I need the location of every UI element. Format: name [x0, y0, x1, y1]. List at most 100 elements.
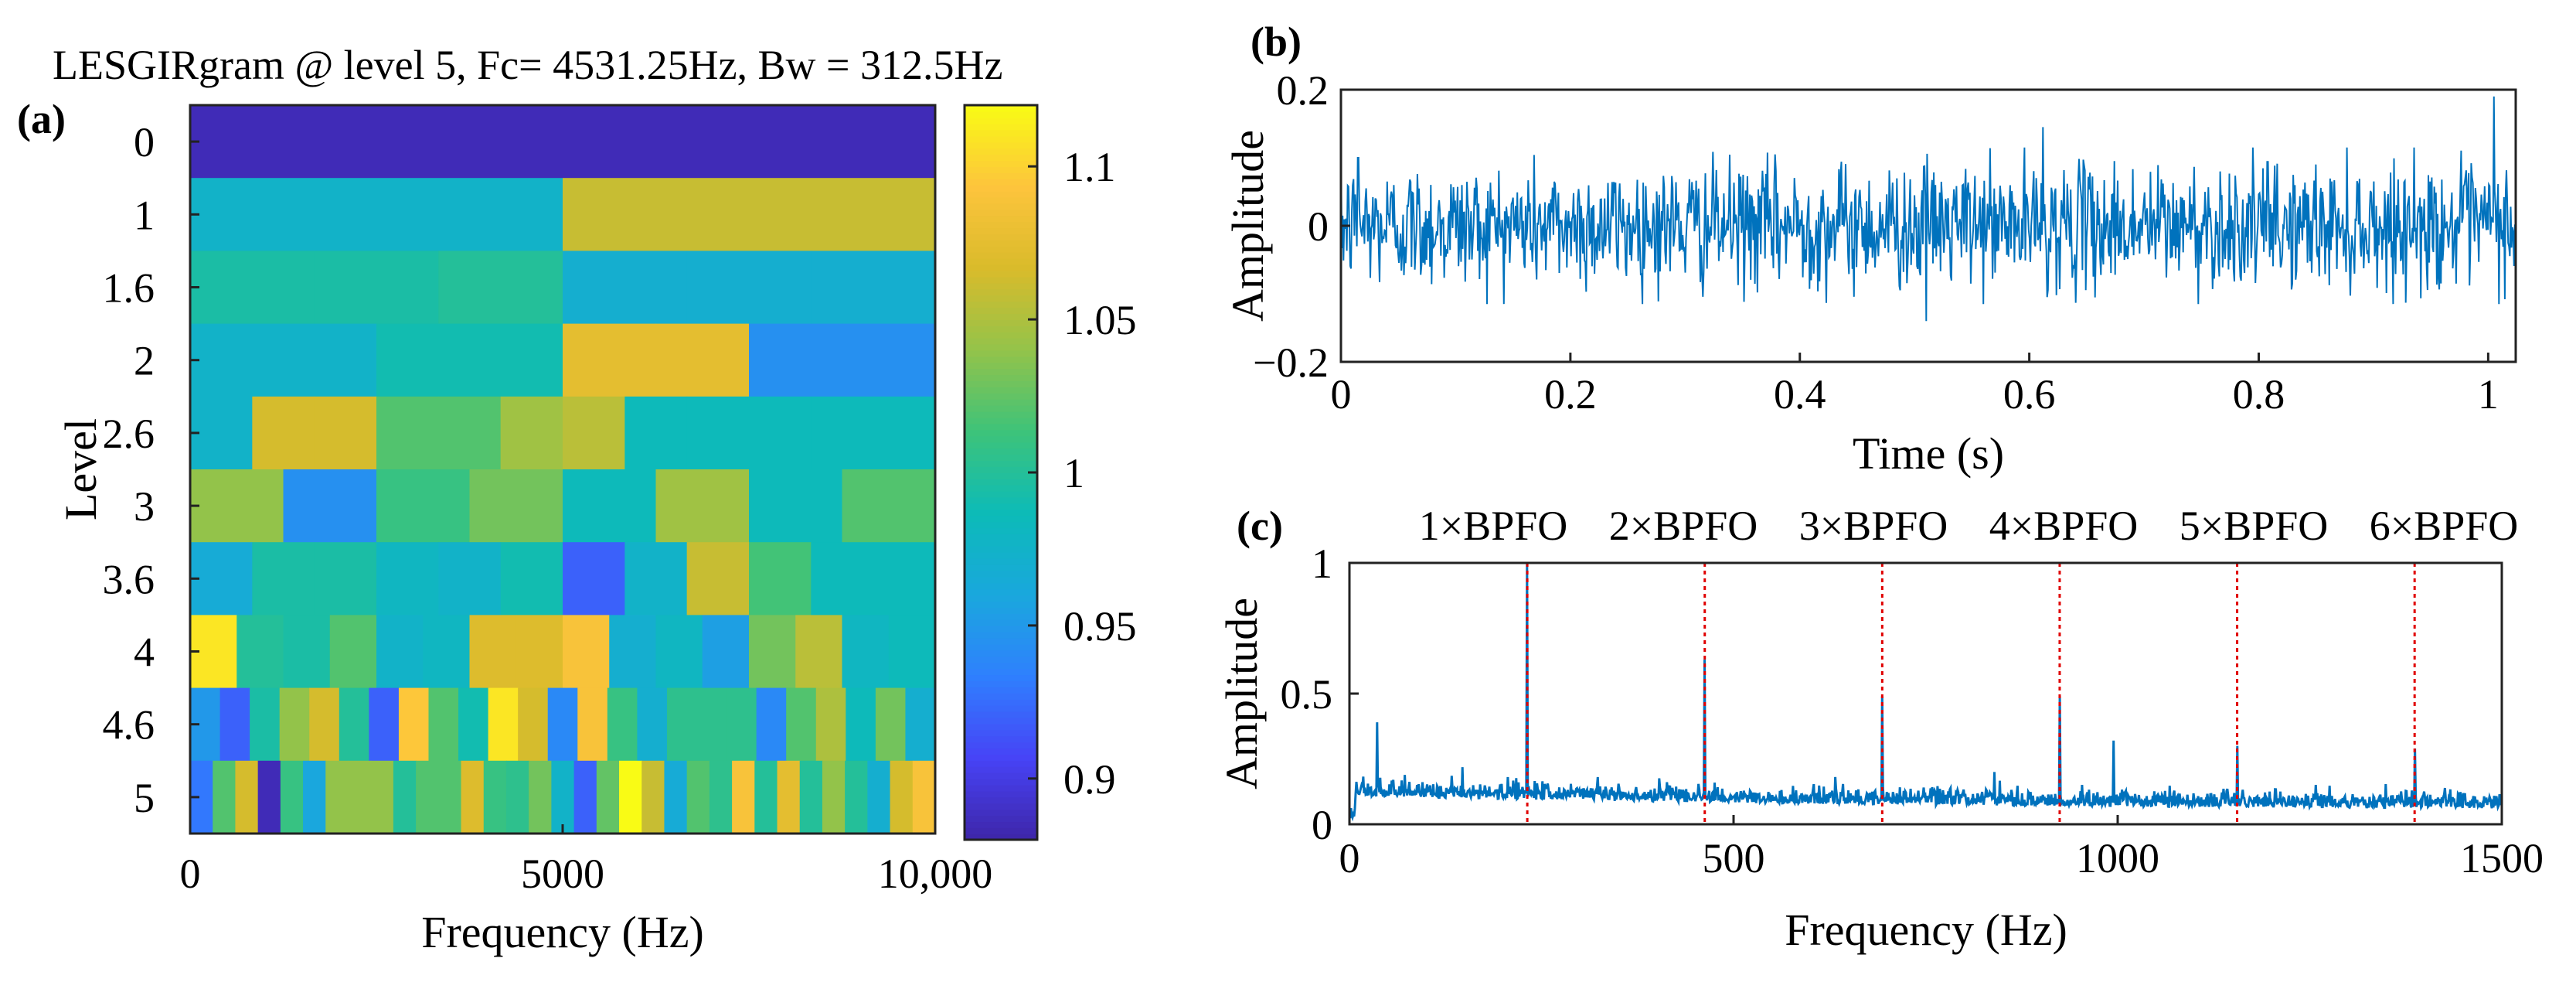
spectrum-x-axis-label: Frequency (Hz): [1785, 905, 2067, 955]
heatmap-cell: [438, 760, 462, 834]
heatmap-cell: [842, 469, 936, 543]
heatmap-cell: [702, 615, 750, 689]
spectrum-x-tick-label: 0: [1339, 835, 1360, 881]
heatmap-cell: [438, 396, 502, 470]
colorbar-segment: [965, 246, 1037, 253]
heatmap-cell: [732, 760, 755, 834]
heatmap-cell: [888, 615, 936, 689]
heatmap-cell: [815, 687, 846, 762]
colorbar-segment: [965, 307, 1037, 314]
heatmap-cell: [398, 687, 430, 762]
colorbar-segment: [965, 540, 1037, 547]
colorbar-segment: [965, 521, 1037, 529]
colorbar-segment: [965, 815, 1037, 823]
colorbar-tick-label: 0.9: [1063, 756, 1116, 803]
colorbar-segment: [965, 723, 1037, 731]
heatmap-cell: [573, 760, 597, 834]
colorbar-segment: [965, 343, 1037, 351]
colorbar-segment: [965, 834, 1037, 840]
heatmap-cell: [237, 615, 284, 689]
colorbar-segment: [965, 582, 1037, 590]
colorbar-segment: [965, 282, 1037, 290]
colorbar-segment: [965, 387, 1037, 394]
colorbar-segment: [965, 362, 1037, 370]
heatmap-cell: [666, 687, 698, 762]
colorbar-segment: [965, 399, 1037, 406]
time-x-ticks: 0 0.2 0.4 0.6 0.8 1: [1331, 353, 2499, 418]
time-x-axis-label: Time (s): [1853, 428, 2004, 479]
heatmap-cell: [469, 615, 517, 689]
heatmap-cell: [190, 178, 563, 251]
heatmap-cell: [488, 687, 519, 762]
colorbar-segment: [965, 135, 1037, 143]
colorbar-segment: [965, 288, 1037, 296]
colorbar-segment: [965, 154, 1037, 162]
colorbar-segment: [965, 772, 1037, 779]
spectrum-x-ticks: 0 500 1000 1500: [1339, 815, 2544, 881]
heatmap-cell: [529, 760, 552, 834]
heatmap-cell: [749, 396, 812, 470]
colorbar-segment: [965, 809, 1037, 817]
colorbar-segment: [965, 778, 1037, 786]
heatmap-cell: [655, 615, 703, 689]
colorbar-segment: [965, 301, 1037, 309]
time-x-tick-label: 0.2: [1544, 371, 1597, 418]
heatmap-cell: [777, 760, 801, 834]
heatmap-cell: [438, 542, 502, 615]
heatmap-cell: [314, 396, 377, 470]
colorbar-segment: [965, 546, 1037, 553]
heatmap-cell: [686, 760, 710, 834]
heatmap-cell: [190, 323, 284, 397]
heatmap-y-tick-label: 1: [134, 192, 155, 238]
colorbar-segment: [965, 625, 1037, 633]
harmonic-labels: 1×BPFO 2×BPFO 3×BPFO 4×BPFO 5×BPFO 6×BPFO: [1419, 503, 2519, 549]
colorbar-segment: [965, 704, 1037, 712]
heatmap-cell: [283, 323, 377, 397]
time-x-tick-label: 0: [1331, 371, 1352, 418]
heatmap-cell: [664, 760, 688, 834]
colorbar-segment: [965, 613, 1037, 620]
colorbar-segment: [965, 117, 1037, 124]
heatmap-cell: [518, 687, 549, 762]
colorbar-segment: [965, 668, 1037, 676]
colorbar-segment: [965, 142, 1037, 149]
time-y-tick-label: 0.2: [1277, 67, 1329, 114]
colorbar-segment: [965, 295, 1037, 302]
colorbar-segment: [965, 264, 1037, 271]
heatmap-cell: [846, 687, 876, 762]
heatmap-cell: [219, 687, 250, 762]
heatmap-cell: [252, 396, 315, 470]
colorbar-segment: [965, 380, 1037, 387]
heatmap-cell: [329, 615, 377, 689]
colorbar-segment: [965, 754, 1037, 761]
heatmap-cell: [577, 687, 608, 762]
harmonic-label: 4×BPFO: [1989, 503, 2139, 549]
panel-c: (c) 1×BPFO 2×BPFO 3×BPFO 4×BPFO 5×BPFO 6×BPFO…: [1217, 503, 2544, 955]
panel-label-c: (c): [1237, 503, 1283, 549]
heatmap-cell: [811, 251, 936, 325]
heatmap-cell: [483, 760, 507, 834]
heatmap-y-tick-label: 2: [134, 338, 155, 384]
heatmap-x-tick-label: 5000: [521, 851, 604, 897]
colorbar-segment: [965, 234, 1037, 240]
heatmap-cell: [873, 542, 936, 615]
heatmap-cell: [709, 760, 733, 834]
colorbar-segment: [965, 105, 1037, 112]
heatmap-cell: [609, 615, 657, 689]
heatmap-cell: [250, 687, 281, 762]
heatmap-cell: [641, 760, 665, 834]
colorbar-segment: [965, 111, 1037, 118]
heatmap-cell: [213, 760, 237, 834]
colorbar-segment: [965, 393, 1037, 400]
heatmap-cell: [655, 469, 750, 543]
colorbar-segment: [965, 503, 1037, 510]
colorbar-segment: [965, 331, 1037, 339]
colorbar-segment: [965, 466, 1037, 473]
heatmap-cell: [867, 760, 891, 834]
spectrum-y-axis-label: Amplitude: [1217, 598, 1267, 789]
colorbar-segment: [965, 643, 1037, 651]
heatmap-cell: [279, 687, 310, 762]
colorbar-segment: [965, 215, 1037, 223]
colorbar-segment: [965, 179, 1037, 186]
harmonic-label: 2×BPFO: [1609, 503, 1758, 549]
